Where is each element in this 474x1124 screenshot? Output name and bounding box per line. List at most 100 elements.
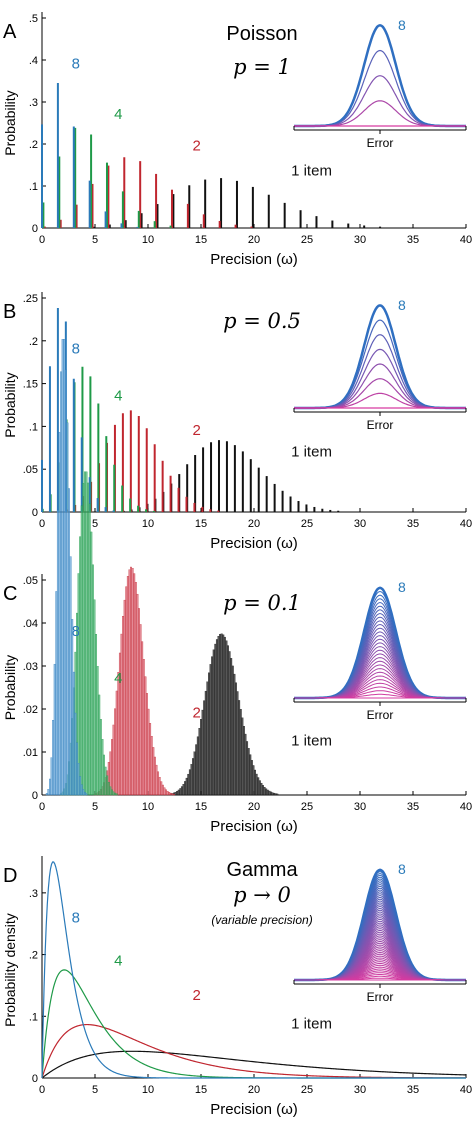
y-axis-label: Probability — [2, 90, 18, 155]
bar — [107, 782, 110, 796]
bar — [60, 371, 63, 796]
bar — [209, 664, 212, 796]
bar — [274, 793, 277, 796]
bar — [222, 634, 225, 796]
series-8 — [41, 307, 115, 512]
series-label: 8 — [72, 623, 80, 640]
error-curve — [294, 963, 466, 981]
x-tick-label: 35 — [407, 234, 419, 246]
bar — [122, 615, 125, 796]
panel-a: A Probability 0 .1 .2 .3 .4 .5 0 5 10 15 20 25 30 35 40 P… — [2, 12, 472, 268]
bar — [270, 791, 272, 796]
bar — [74, 712, 77, 796]
bar — [47, 789, 50, 796]
x-tick-label: 25 — [301, 801, 313, 813]
bar — [238, 700, 241, 796]
bar — [66, 422, 69, 796]
x-tick-label: 30 — [354, 1084, 366, 1096]
bar — [76, 742, 78, 796]
series-label: 4 — [114, 670, 122, 687]
bar — [158, 777, 161, 796]
bar — [276, 793, 279, 796]
bar — [112, 724, 115, 796]
bar — [98, 694, 101, 796]
x-tick-label: 15 — [195, 801, 207, 813]
series-1-item — [92, 178, 382, 228]
bar — [214, 643, 217, 796]
error-curve — [294, 679, 466, 699]
bar — [215, 639, 218, 796]
inset-top-label: 8 — [398, 579, 406, 595]
x-tick-label: 25 — [301, 518, 313, 530]
x-tick-label: 20 — [248, 234, 260, 246]
series-label: 2 — [193, 987, 201, 1004]
bar — [204, 690, 207, 796]
bar — [231, 665, 234, 796]
inset-label: Error — [367, 708, 394, 722]
error-curve — [294, 100, 466, 127]
x-tick-label: 30 — [354, 234, 366, 246]
bar — [95, 633, 98, 796]
bar — [149, 723, 152, 796]
bar — [228, 651, 231, 796]
bar — [45, 793, 48, 796]
error-curve — [294, 911, 466, 981]
x-tick-label: 15 — [195, 1084, 207, 1096]
bar — [211, 656, 214, 796]
series-line-2 — [41, 1023, 466, 1079]
bar — [68, 488, 70, 796]
x-tick-label: 15 — [195, 234, 207, 246]
bar — [111, 789, 113, 796]
y-tick-label: .5 — [29, 13, 38, 25]
bar — [111, 739, 113, 796]
x-axis-label: Precision (ω) — [210, 535, 298, 552]
bar — [120, 633, 123, 796]
bar — [258, 780, 261, 796]
bar — [160, 781, 163, 796]
bar — [187, 773, 190, 796]
series-label: 4 — [114, 106, 122, 123]
bar — [242, 726, 245, 796]
error-curve — [294, 937, 466, 981]
bar — [168, 792, 171, 796]
bar — [193, 751, 196, 796]
panel-letter: B — [3, 301, 16, 323]
bar — [203, 700, 206, 796]
bar — [79, 776, 82, 796]
bar — [104, 766, 107, 796]
x-tick-label: 35 — [407, 801, 419, 813]
error-curve — [294, 657, 466, 699]
bar — [252, 765, 255, 796]
y-tick-label: 0 — [32, 790, 38, 802]
bar — [55, 591, 58, 796]
error-curve — [294, 635, 466, 699]
bar — [49, 778, 51, 796]
y-tick-label: .1 — [29, 421, 38, 433]
x-tick-label: 5 — [92, 801, 98, 813]
x-tick-label: 20 — [248, 801, 260, 813]
bar — [82, 789, 85, 796]
bar — [212, 649, 215, 796]
bar — [169, 792, 172, 796]
x-tick-label: 20 — [248, 1084, 260, 1096]
x-tick-label: 30 — [354, 518, 366, 530]
bar — [99, 719, 102, 796]
bar — [263, 787, 266, 796]
bar — [163, 787, 166, 796]
bar — [50, 757, 53, 796]
bar — [262, 785, 264, 796]
error-curve — [294, 664, 466, 699]
error-curve — [294, 900, 466, 981]
error-curve — [294, 605, 466, 699]
bar — [80, 505, 83, 796]
bar — [173, 793, 175, 796]
x-tick-label: 0 — [39, 518, 45, 530]
x-tick-label: 40 — [460, 518, 472, 530]
bar — [53, 663, 56, 796]
bar — [128, 569, 131, 796]
error-curve — [294, 334, 466, 409]
panel-title: Poisson — [226, 23, 297, 45]
inset-top-label: 8 — [398, 17, 406, 33]
series-1-item — [169, 633, 279, 796]
